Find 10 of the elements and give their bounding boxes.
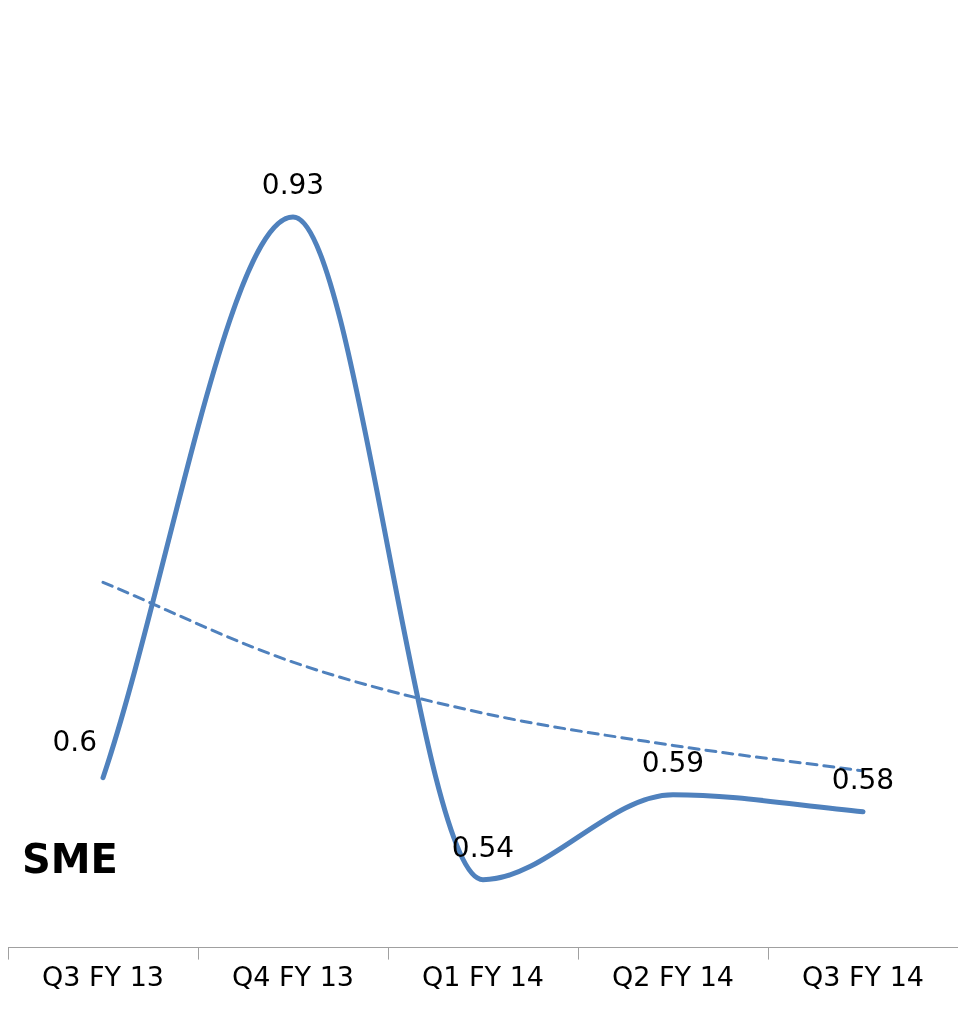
data-label: 0.59 <box>641 745 705 779</box>
data-label: 0.93 <box>261 168 325 202</box>
x-tick-label: Q2 FY 14 <box>612 960 734 992</box>
x-tick-label: Q3 FY 13 <box>42 960 164 992</box>
x-tick-label: Q3 FY 14 <box>802 960 924 992</box>
data-label: 0.6 <box>52 724 97 758</box>
data-label: 0.58 <box>831 762 895 796</box>
x-tick-label: Q4 FY 13 <box>232 960 354 992</box>
x-tick-label: Q1 FY 14 <box>422 960 544 992</box>
text: SME <box>22 835 118 882</box>
